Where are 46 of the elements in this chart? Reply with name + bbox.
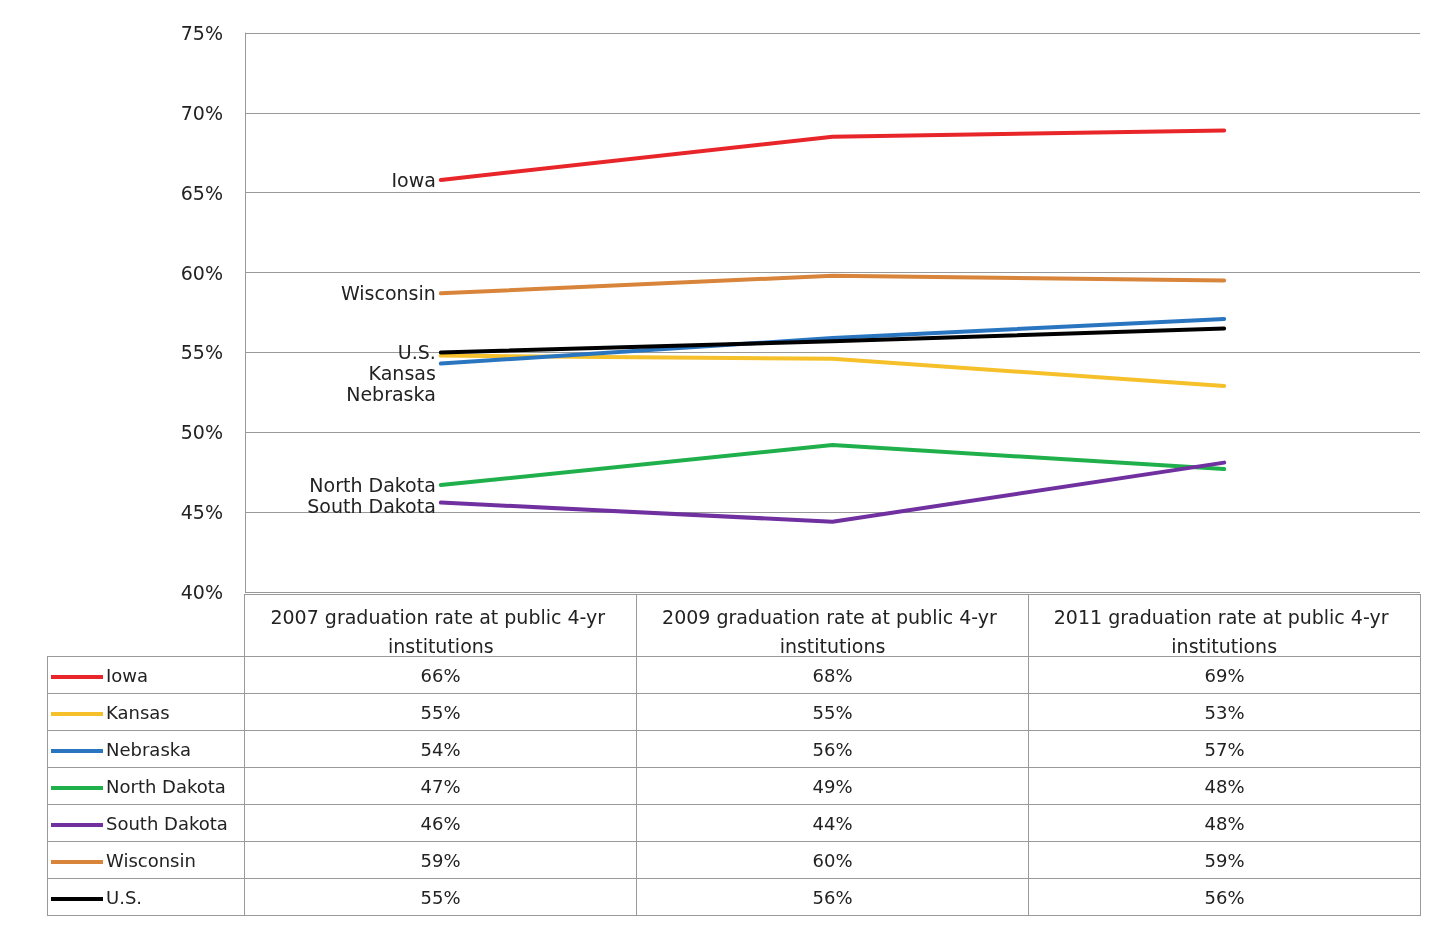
data-label: 59% xyxy=(244,841,637,879)
y-tick-label: 40% xyxy=(180,581,223,603)
legend-label: U.S. xyxy=(47,878,245,916)
data-label: 48% xyxy=(1028,767,1421,805)
y-tick-label: 60% xyxy=(180,261,223,284)
data-label: 68% xyxy=(636,656,1029,694)
legend-label: South Dakota xyxy=(47,804,245,842)
y-tick-label: 50% xyxy=(180,421,223,444)
data-label: 53% xyxy=(1028,693,1421,731)
text: Nebraska xyxy=(346,383,436,406)
y-tick-label: 70% xyxy=(180,101,223,124)
data-label: 60% xyxy=(636,841,1029,879)
legend-label: Wisconsin xyxy=(47,841,245,879)
data-label: 56% xyxy=(636,878,1029,916)
data-label: 56% xyxy=(636,730,1029,768)
data-label: 48% xyxy=(1028,804,1421,842)
x-tick-label: 2011 graduation rate at public 4-yr institutions xyxy=(1053,605,1395,657)
data-label: 54% xyxy=(244,730,637,768)
data-label: 55% xyxy=(636,693,1029,731)
data-label: 69% xyxy=(1028,656,1421,694)
legend-label: Nebraska xyxy=(47,730,245,768)
data-label: 46% xyxy=(244,804,637,842)
x-tick-label: 2007 graduation rate at public 4-yr institutions xyxy=(270,605,612,657)
y-tick-label: 75% xyxy=(180,22,223,44)
data-label: 55% xyxy=(244,878,637,916)
text: Iowa xyxy=(391,168,436,191)
text: U.S. xyxy=(397,341,436,364)
data-label: 56% xyxy=(1028,878,1421,916)
x-tick-label: 2009 graduation rate at public 4-yr institutions xyxy=(662,605,1003,657)
text: North Dakota xyxy=(309,473,436,496)
y-tick-label: 55% xyxy=(180,341,223,364)
y-tick-label: 65% xyxy=(180,181,223,204)
data-label: 57% xyxy=(1028,730,1421,768)
legend-label: Kansas xyxy=(47,693,245,731)
legend-label: North Dakota xyxy=(47,767,245,805)
y-tick-label: 45% xyxy=(180,501,223,524)
data-label: 66% xyxy=(244,656,637,694)
text: South Dakota xyxy=(307,494,436,517)
data-label: 44% xyxy=(636,804,1029,842)
text: Wisconsin xyxy=(340,282,436,305)
legend-label: Iowa xyxy=(47,656,245,694)
data-label: 47% xyxy=(244,767,637,805)
text: Kansas xyxy=(368,362,436,385)
data-label: 55% xyxy=(244,693,637,731)
data-label: 59% xyxy=(1028,841,1421,879)
data-label: 49% xyxy=(636,767,1029,805)
